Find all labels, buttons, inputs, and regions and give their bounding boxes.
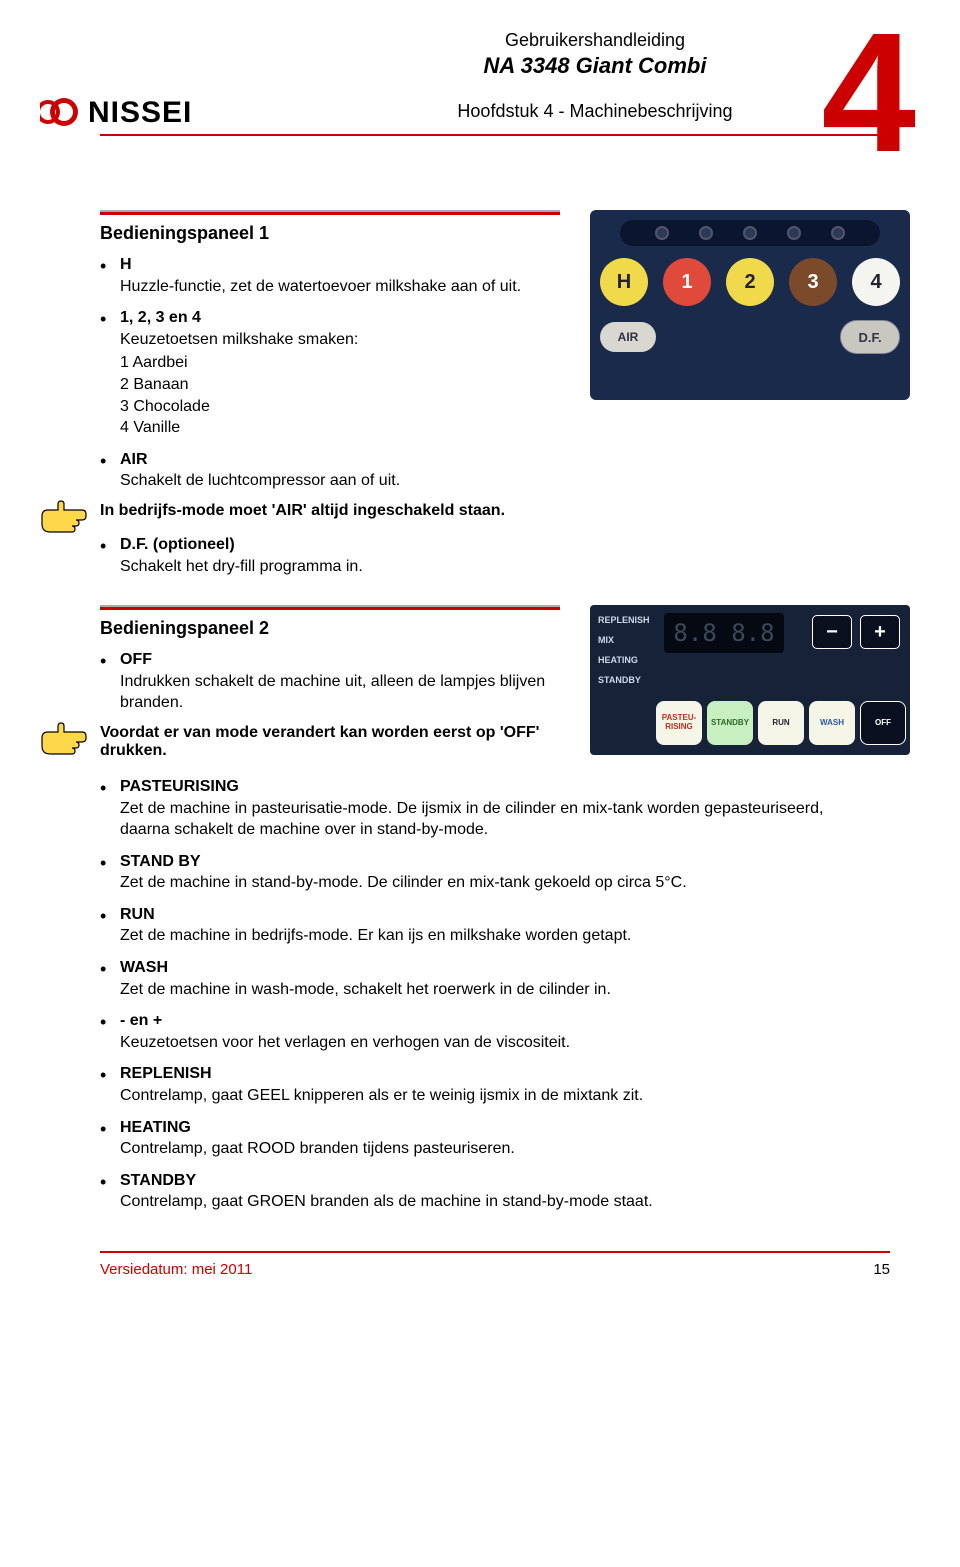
list-item: WASH Zet de machine in wash-mode, schakel…	[100, 957, 860, 1000]
list-item: PASTEURISING Zet de machine in pasteurisa…	[100, 776, 860, 841]
control-panel-1-image: H1234 AIR D.F.	[590, 210, 910, 400]
nissei-logo: NISSEI	[40, 90, 250, 134]
section-rule	[100, 210, 560, 215]
list-item: AIR Schakelt de luchtcompressor aan of ui…	[100, 449, 560, 492]
pointing-hand-icon	[38, 720, 88, 760]
item-head: H	[120, 256, 132, 273]
chapter-number: 4	[821, 8, 916, 178]
sublist-item: 1 Aardbei	[120, 352, 560, 374]
list-item: H Huzzle-functie, zet de watertoevoer mil…	[100, 254, 560, 297]
section-title: Bedieningspaneel 2	[100, 618, 560, 639]
minus-button: −	[812, 615, 852, 649]
panel-button: 2	[726, 258, 774, 306]
sublist-item: 3 Chocolade	[120, 396, 560, 418]
item-head: HEATING	[120, 1119, 191, 1136]
list-item: STAND BY Zet de machine in stand-by-mode.…	[100, 851, 860, 894]
item-body: Zet de machine in stand-by-mode. De cili…	[120, 874, 687, 891]
indicator-label: REPLENISH	[598, 611, 650, 631]
item-head: RUN	[120, 906, 155, 923]
list-item: HEATING Contrelamp, gaat ROOD branden tij…	[100, 1117, 860, 1160]
item-list: D.F. (optioneel) Schakelt het dry-fill pr…	[100, 534, 560, 577]
section-bedieningspaneel-2: Bedieningspaneel 2 OFF Indrukken schakelt…	[100, 605, 890, 1213]
panel-button: 1	[663, 258, 711, 306]
pointing-hand-icon	[38, 498, 88, 538]
display-digits: 8.8 8.8	[673, 619, 774, 647]
header-chapter: Hoofdstuk 4 - Machinebeschrijving	[380, 101, 810, 122]
item-body: Contrelamp, gaat GROEN branden als de ma…	[120, 1193, 653, 1210]
mode-button: STANDBY	[707, 701, 753, 745]
item-body: Zet de machine in bedrijfs-mode. Er kan …	[120, 927, 631, 944]
page-footer: Versiedatum: mei 2011 15	[100, 1251, 890, 1278]
list-item: 1, 2, 3 en 4 Keuzetoetsen milkshake smake…	[100, 307, 560, 439]
svg-text:NISSEI: NISSEI	[88, 96, 192, 129]
item-head: - en +	[120, 1012, 162, 1029]
mode-button: WASH	[809, 701, 855, 745]
indicator-label: MIX	[598, 631, 650, 651]
mode-button: RUN	[758, 701, 804, 745]
version-date: Versiedatum: mei 2011	[100, 1261, 252, 1278]
item-body: Keuzetoetsen voor het verlagen en verhog…	[120, 1034, 570, 1051]
mode-button: OFF	[860, 701, 906, 745]
item-body: Keuzetoetsen milkshake smaken:	[120, 331, 358, 348]
df-button: D.F.	[840, 320, 900, 354]
item-body: Indrukken schakelt de machine uit, allee…	[120, 673, 545, 712]
indicator-label: STANDBY	[598, 671, 650, 691]
header-subtitle: Gebruikershandleiding	[380, 30, 810, 51]
item-head: WASH	[120, 959, 168, 976]
item-body: Contrelamp, gaat ROOD branden tijdens pa…	[120, 1140, 515, 1157]
item-head: STAND BY	[120, 853, 201, 870]
item-head: PASTEURISING	[120, 778, 239, 795]
page-number: 15	[873, 1261, 890, 1278]
list-item: STANDBY Contrelamp, gaat GROEN branden al…	[100, 1170, 860, 1213]
air-button: AIR	[600, 322, 656, 352]
section-title: Bedieningspaneel 1	[100, 223, 560, 244]
mode-button: PASTEU- RISING	[656, 701, 702, 745]
page-header: Gebruikershandleiding NA 3348 Giant Comb…	[100, 30, 890, 160]
item-body: Zet de machine in wash-mode, schakelt he…	[120, 981, 611, 998]
note-text: In bedrijfs-mode moet 'AIR' altijd inges…	[100, 502, 560, 520]
item-head: AIR	[120, 451, 148, 468]
item-list: PASTEURISING Zet de machine in pasteurisa…	[100, 776, 890, 1213]
item-body: Zet de machine in pasteurisatie-mode. De…	[120, 800, 823, 839]
panel-button: 4	[852, 258, 900, 306]
note-text: Voordat er van mode verandert kan worden…	[100, 724, 560, 760]
list-item: REPLENISH Contrelamp, gaat GEEL knipperen…	[100, 1063, 860, 1106]
list-item: - en + Keuzetoetsen voor het verlagen en …	[100, 1010, 860, 1053]
section-rule	[100, 605, 560, 610]
plus-button: +	[860, 615, 900, 649]
item-list: OFF Indrukken schakelt de machine uit, al…	[100, 649, 560, 714]
item-body: Schakelt de luchtcompressor aan of uit.	[120, 472, 400, 489]
footer-rule	[100, 1251, 890, 1253]
header-rule	[100, 134, 890, 136]
item-body: Schakelt het dry-fill programma in.	[120, 558, 363, 575]
item-head: STANDBY	[120, 1172, 196, 1189]
item-head: OFF	[120, 651, 152, 668]
sublist-item: 4 Vanille	[120, 417, 560, 439]
panel-button: 3	[789, 258, 837, 306]
list-item: D.F. (optioneel) Schakelt het dry-fill pr…	[100, 534, 560, 577]
indicator-label: HEATING	[598, 651, 650, 671]
item-head: D.F. (optioneel)	[120, 536, 235, 553]
control-panel-2-image: REPLENISHMIXHEATINGSTANDBY 8.8 8.8 − + P…	[590, 605, 910, 755]
item-head: REPLENISH	[120, 1065, 212, 1082]
item-body: Contrelamp, gaat GEEL knipperen als er t…	[120, 1087, 643, 1104]
item-list: H Huzzle-functie, zet de watertoevoer mil…	[100, 254, 560, 492]
sublist-item: 2 Banaan	[120, 374, 560, 396]
section-bedieningspaneel-1: Bedieningspaneel 1 H Huzzle-functie, zet …	[100, 210, 890, 577]
item-body: Huzzle-functie, zet de watertoevoer milk…	[120, 278, 521, 295]
panel-button: H	[600, 258, 648, 306]
list-item: RUN Zet de machine in bedrijfs-mode. Er k…	[100, 904, 860, 947]
item-head: 1, 2, 3 en 4	[120, 309, 201, 326]
header-title: NA 3348 Giant Combi	[380, 53, 810, 79]
list-item: OFF Indrukken schakelt de machine uit, al…	[100, 649, 560, 714]
sublist: 1 Aardbei2 Banaan3 Chocolade4 Vanille	[120, 352, 560, 438]
